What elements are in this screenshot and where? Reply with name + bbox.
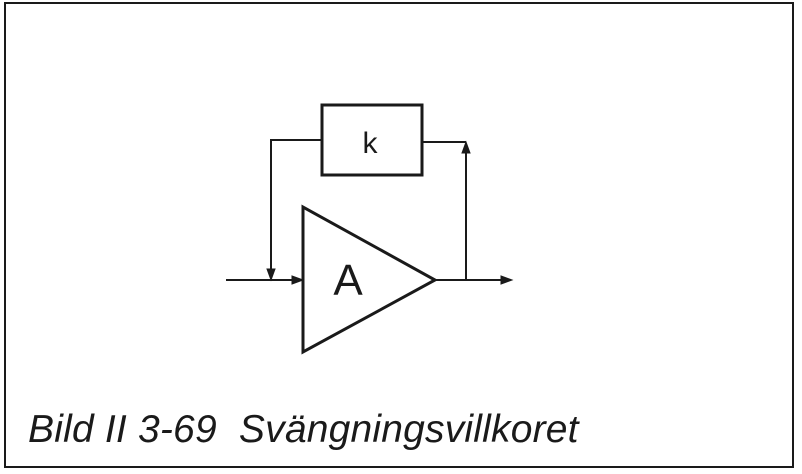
feedback-return-line	[270, 139, 322, 272]
amplifier-label: A	[333, 256, 363, 305]
figure-frame	[4, 2, 794, 468]
amplifier-triangle	[301, 204, 439, 355]
feedback-block-label: k	[363, 127, 379, 160]
output-arrowhead	[500, 275, 514, 285]
feedback-return-arrowhead	[266, 268, 276, 282]
input-arrowhead	[291, 275, 305, 285]
feedback-riser-arrowhead	[461, 140, 471, 154]
figure-caption: Bild II 3-69 Svängningsvillkoret	[28, 408, 579, 451]
